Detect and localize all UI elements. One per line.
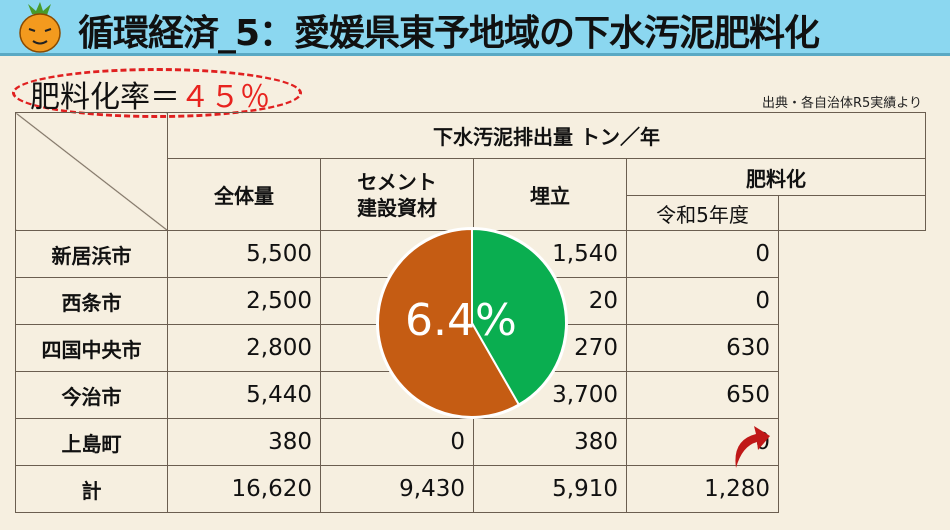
cell-fert: 0 — [626, 277, 779, 325]
header-main: 下水汚泥排出量 トン／年 — [167, 112, 926, 159]
header-fert-year: 令和5年度 — [626, 195, 779, 231]
cell-fert: 650 — [626, 371, 779, 419]
cell-fert: 0 — [626, 230, 779, 278]
header-cement: セメント 建設資材 — [320, 158, 474, 231]
header-total: 全体量 — [167, 158, 321, 231]
cell-landfill: 380 — [473, 418, 627, 466]
title-bar: 循環経済_5：愛媛県東予地域の下水汚泥肥料化 — [0, 0, 950, 56]
header-fertilizer: 肥料化 — [626, 158, 926, 196]
source-note: 出典・各自治体R5実績より — [761, 96, 922, 111]
rate-label: 肥料化率＝ — [30, 80, 180, 115]
cell-city: 計 — [15, 465, 168, 513]
curved-arrow-icon — [735, 426, 770, 468]
cell-city: 西条市 — [15, 277, 168, 325]
cell-city: 上島町 — [15, 418, 168, 466]
cell-landfill: 5,910 — [473, 465, 627, 513]
rate-value: ４５％ — [180, 80, 270, 115]
pie-slice-green — [471, 227, 567, 406]
cell-fert: 630 — [626, 324, 779, 372]
cell-total: 2,800 — [167, 324, 321, 372]
cell-cement: 9,430 — [320, 465, 474, 513]
cell-cement: 0 — [320, 418, 474, 466]
empty-column — [778, 195, 926, 231]
page-title: 循環経済_5：愛媛県東予地域の下水汚泥肥料化 — [78, 13, 820, 54]
cell-city: 今治市 — [15, 371, 168, 419]
table-row: 上島町38003800 — [15, 418, 926, 466]
cell-total: 16,620 — [167, 465, 321, 513]
fertilizer-rate: 肥料化率＝４５％ — [30, 72, 270, 116]
cell-total: 5,440 — [167, 371, 321, 419]
cell-fert: 1,280 — [626, 465, 779, 513]
cell-total: 380 — [167, 418, 321, 466]
diagonal-corner-cell — [15, 112, 168, 231]
cell-city: 新居浜市 — [15, 230, 168, 278]
cell-total: 5,500 — [167, 230, 321, 278]
table-row: 計 16,620 9,430 5,910 1,280 — [15, 465, 926, 513]
pie-chart — [376, 227, 568, 419]
carrot-mascot-icon — [19, 2, 61, 53]
cell-total: 2,500 — [167, 277, 321, 325]
pie-label: 6.4% — [405, 295, 517, 346]
header-landfill: 埋立 — [473, 158, 627, 231]
cell-city: 四国中央市 — [15, 324, 168, 372]
pie-slice-orange — [377, 227, 521, 418]
